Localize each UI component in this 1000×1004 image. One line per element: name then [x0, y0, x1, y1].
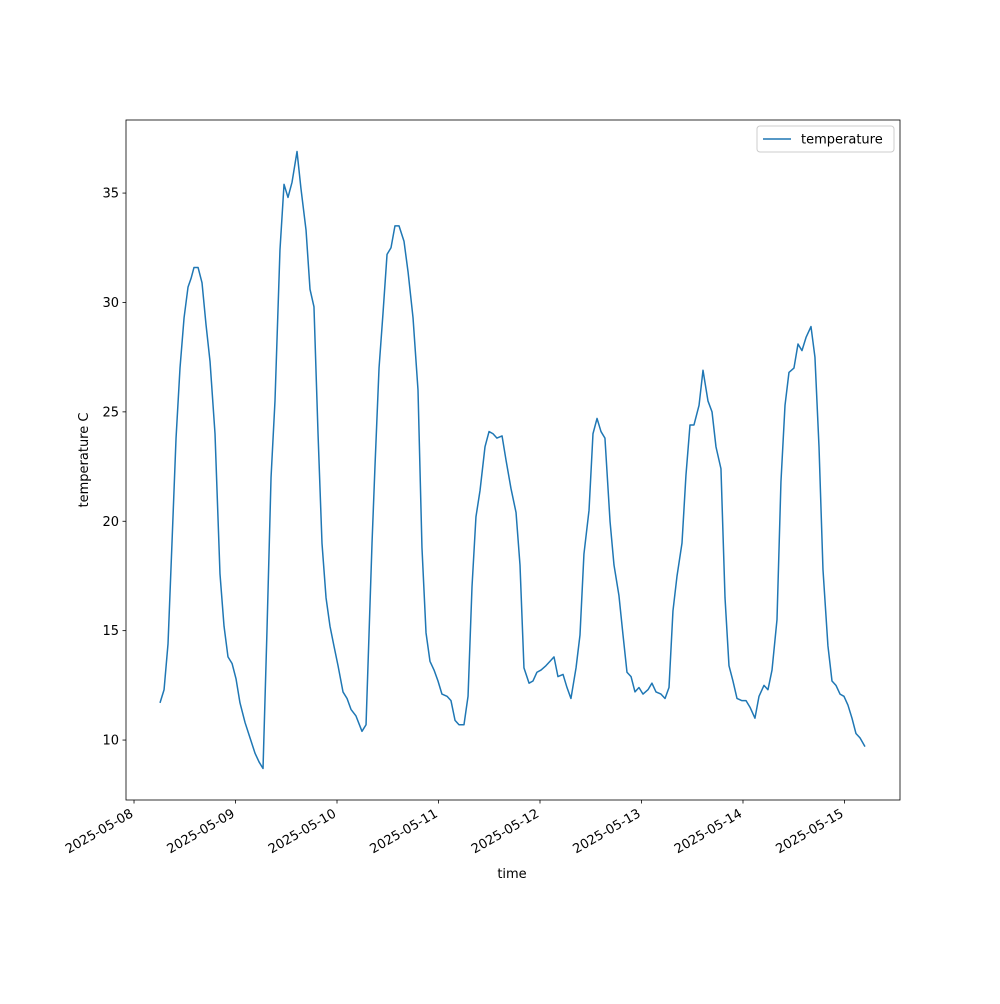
y-tick-label: 15 — [102, 624, 119, 639]
y-tick-label: 20 — [102, 515, 119, 530]
y-tick-label: 25 — [102, 405, 119, 420]
legend-label: temperature — [801, 133, 883, 148]
x-tick-label: 2025-05-08 — [63, 806, 136, 857]
x-tick-label: 2025-05-13 — [571, 806, 644, 857]
axes-frame — [125, 119, 901, 801]
y-tick-label: 30 — [102, 296, 119, 311]
x-axis-label: time — [497, 867, 526, 882]
x-tick-label: 2025-05-14 — [672, 806, 745, 857]
x-tick-label: 2025-05-15 — [774, 806, 847, 857]
data-line — [159, 150, 866, 770]
x-tick-label: 2025-05-10 — [266, 806, 339, 857]
y-tick-label: 35 — [102, 187, 119, 202]
x-tick-label: 2025-05-09 — [165, 806, 238, 857]
y-tick-label: 10 — [102, 734, 119, 749]
y-axis-label: temperature C — [77, 413, 92, 508]
x-tick-label: 2025-05-11 — [368, 806, 441, 857]
legend-box — [756, 125, 895, 153]
x-tick-label: 2025-05-12 — [469, 806, 542, 857]
